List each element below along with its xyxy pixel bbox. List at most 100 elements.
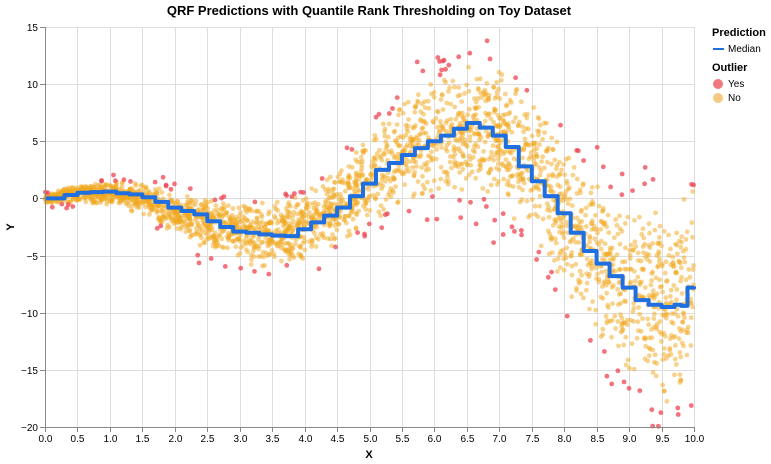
data-point xyxy=(598,246,604,252)
data-point xyxy=(460,166,466,172)
data-point xyxy=(481,149,486,154)
data-point xyxy=(414,164,419,169)
data-point xyxy=(431,90,437,95)
data-point xyxy=(103,183,108,189)
data-point xyxy=(422,186,428,192)
data-point xyxy=(649,335,655,341)
data-point xyxy=(625,317,630,323)
data-point xyxy=(312,231,317,236)
data-point xyxy=(627,365,632,371)
data-point xyxy=(286,224,292,229)
data-point xyxy=(383,139,389,145)
data-point xyxy=(186,228,192,234)
data-point xyxy=(537,203,542,209)
data-point xyxy=(555,269,560,274)
data-point xyxy=(367,208,373,213)
data-point xyxy=(146,189,152,194)
data-point xyxy=(436,129,442,135)
data-point xyxy=(456,85,462,90)
outlier-point xyxy=(519,228,524,233)
data-point xyxy=(425,135,431,140)
data-point xyxy=(447,159,453,165)
outlier-point xyxy=(491,240,496,246)
data-point xyxy=(628,242,634,248)
data-point xyxy=(656,241,661,247)
data-point xyxy=(364,212,370,218)
data-point xyxy=(587,239,593,245)
data-point xyxy=(583,205,589,211)
data-point xyxy=(473,175,479,181)
outlier-point xyxy=(373,114,379,120)
data-point xyxy=(327,220,333,226)
data-point xyxy=(602,241,608,247)
data-point xyxy=(646,322,651,328)
data-point xyxy=(443,79,448,85)
data-point xyxy=(527,212,533,218)
data-point xyxy=(598,238,604,244)
data-point xyxy=(690,189,696,195)
data-point xyxy=(204,232,210,238)
data-point xyxy=(686,267,692,272)
data-point xyxy=(268,220,274,226)
data-point xyxy=(208,211,214,217)
data-point xyxy=(604,251,610,257)
data-point xyxy=(520,155,525,161)
data-point xyxy=(210,243,216,249)
data-point xyxy=(511,119,516,125)
data-point xyxy=(129,185,135,191)
outlier-point xyxy=(604,373,610,379)
data-point xyxy=(419,190,425,196)
data-point xyxy=(536,187,542,192)
data-point xyxy=(677,259,682,265)
data-point xyxy=(247,239,253,245)
data-point xyxy=(248,262,254,267)
outlier-point xyxy=(319,176,325,181)
data-point xyxy=(274,199,280,205)
data-point xyxy=(679,340,685,346)
outlier-point xyxy=(344,145,350,151)
data-point xyxy=(262,224,267,230)
outlier-point xyxy=(519,232,524,238)
data-point xyxy=(669,311,675,317)
data-point xyxy=(299,215,305,221)
data-point xyxy=(293,237,299,243)
data-point xyxy=(81,195,87,201)
data-point xyxy=(303,212,309,218)
outlier-point xyxy=(208,256,214,261)
outlier-point xyxy=(154,225,160,231)
data-point xyxy=(243,224,249,230)
data-point xyxy=(272,203,278,209)
data-point xyxy=(522,136,528,142)
data-point xyxy=(266,211,271,217)
data-point xyxy=(599,269,605,275)
data-point xyxy=(563,157,569,162)
data-point xyxy=(499,72,505,78)
data-point xyxy=(449,165,454,171)
data-point xyxy=(587,234,593,239)
data-point xyxy=(577,268,583,274)
data-point xyxy=(495,156,501,162)
data-point xyxy=(249,257,254,263)
data-point xyxy=(353,211,359,216)
data-point xyxy=(487,111,492,117)
data-point xyxy=(684,327,690,333)
data-point xyxy=(233,244,239,250)
data-point xyxy=(278,212,284,218)
data-point xyxy=(606,305,611,310)
data-point xyxy=(655,264,660,270)
data-point xyxy=(610,262,616,268)
data-point xyxy=(334,227,340,233)
data-point xyxy=(428,82,434,87)
data-point xyxy=(539,159,544,164)
data-point xyxy=(287,256,292,262)
data-point xyxy=(670,321,676,326)
data-point xyxy=(657,259,662,265)
data-point xyxy=(317,212,323,217)
data-point xyxy=(637,214,642,220)
data-point xyxy=(647,259,653,264)
outlier-point xyxy=(301,190,306,195)
data-point xyxy=(254,209,259,214)
data-point xyxy=(690,234,695,240)
data-point xyxy=(250,234,255,240)
data-point xyxy=(613,326,618,331)
